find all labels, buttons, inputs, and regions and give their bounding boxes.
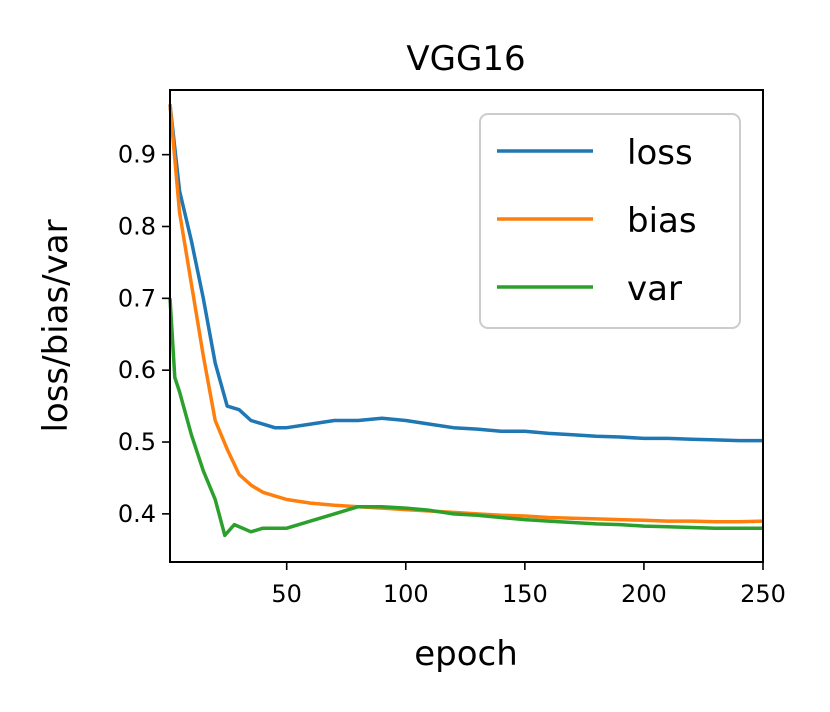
y-tick-label: 0.9 bbox=[118, 141, 156, 169]
legend-box bbox=[479, 113, 741, 329]
legend-label-var: var bbox=[627, 269, 682, 309]
x-axis-label: epoch bbox=[414, 634, 518, 674]
y-tick-label: 0.4 bbox=[118, 500, 156, 528]
y-tick-label: 0.8 bbox=[118, 212, 156, 240]
series-line-var bbox=[168, 298, 763, 538]
y-axis-label: loss/bias/var bbox=[36, 219, 76, 432]
legend: loss bias var bbox=[479, 113, 741, 329]
y-axis: 0.4 0.5 0.6 0.7 0.8 0.9 bbox=[118, 141, 170, 528]
legend-label-bias: bias bbox=[627, 201, 697, 241]
y-tick-label: 0.7 bbox=[118, 284, 156, 312]
x-axis: 50 100 150 200 250 bbox=[271, 562, 786, 608]
x-tick-label: 200 bbox=[621, 580, 667, 608]
series-layer bbox=[168, 104, 764, 538]
x-tick-label: 100 bbox=[383, 580, 429, 608]
series-line-loss bbox=[168, 104, 763, 443]
x-tick-label: 250 bbox=[740, 580, 786, 608]
y-tick-label: 0.6 bbox=[118, 356, 156, 384]
plot-frame bbox=[169, 89, 764, 563]
y-tick-label: 0.5 bbox=[118, 428, 156, 456]
x-tick-label: 50 bbox=[271, 580, 302, 608]
chart-title: VGG16 bbox=[406, 39, 525, 79]
x-tick-label: 150 bbox=[502, 580, 548, 608]
legend-label-loss: loss bbox=[627, 133, 693, 173]
